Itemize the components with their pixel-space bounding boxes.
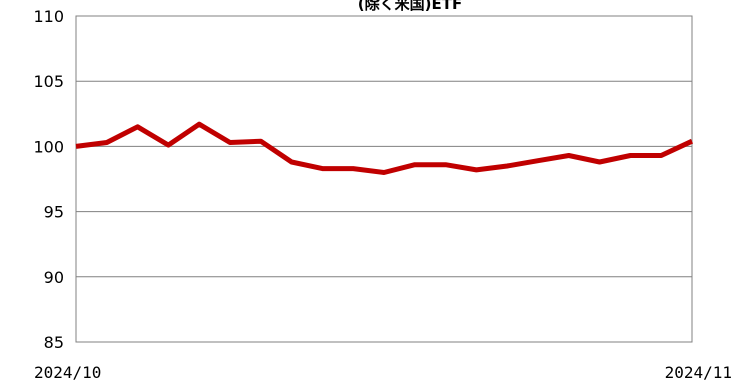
series-layer (75, 121, 694, 175)
chart-title: (除く米国)ETF (358, 0, 462, 13)
y-tick-label: 110 (33, 7, 64, 26)
y-tick-label: 95 (44, 203, 64, 222)
x-axis-tick-labels: 2024/10 2024/11 (34, 363, 732, 382)
x-tick-label: 2024/10 (34, 363, 101, 382)
x-tick-label: 2024/11 (665, 363, 732, 382)
y-tick-label: 85 (44, 333, 64, 352)
y-tick-label: 100 (33, 137, 64, 156)
series-line-0 (75, 121, 694, 175)
y-tick-label: 90 (44, 268, 64, 287)
grid-lines (76, 80, 692, 278)
y-axis-tick-labels: 85 90 95 100 105 110 (33, 7, 64, 352)
plot-area-frame (75, 15, 693, 343)
y-tick-label: 105 (33, 72, 64, 91)
